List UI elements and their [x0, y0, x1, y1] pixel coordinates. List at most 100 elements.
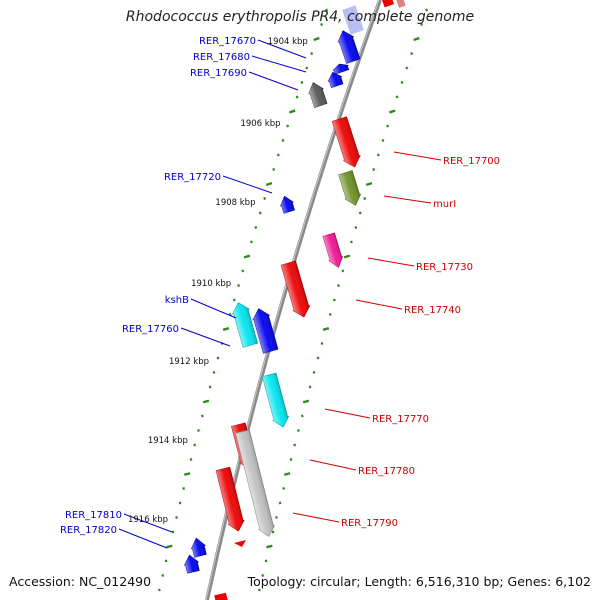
tick-mark — [300, 80, 304, 84]
leader-line — [383, 195, 432, 204]
tick-mark — [400, 80, 404, 84]
leader-line — [393, 151, 442, 161]
tick-mark — [200, 414, 204, 418]
gene-shading — [308, 82, 327, 108]
tick-mark — [410, 51, 414, 55]
tick-mark — [189, 458, 193, 461]
tick-mark — [261, 574, 265, 577]
gene-label-rer_17780: RER_17780 — [358, 466, 415, 477]
leader-line — [180, 327, 231, 347]
tick-mark — [297, 429, 300, 432]
gene-label-rer_17730: RER_17730 — [416, 262, 473, 273]
tick-mark — [363, 196, 367, 200]
tick-mark — [300, 414, 304, 418]
gene-labels: RER_17670 RER_17680 RER_17690 RER_17700 murI… — [60, 36, 500, 536]
tick-mark — [386, 124, 390, 128]
leader-line — [309, 459, 357, 471]
tick-mark — [275, 516, 278, 519]
tick-mark — [308, 385, 312, 389]
tick-mark — [193, 443, 197, 447]
leader-line — [367, 257, 415, 267]
leader-line — [123, 513, 173, 533]
leader-line — [118, 528, 168, 549]
tick-mark — [405, 66, 409, 70]
leader-line — [292, 512, 340, 523]
tick-mark — [271, 530, 275, 534]
tick-mark — [381, 138, 385, 142]
tick-mark — [166, 544, 173, 549]
gene-shading — [333, 64, 349, 75]
leader-line — [257, 39, 307, 59]
tick-mark — [325, 8, 329, 12]
tick-mark — [216, 356, 220, 360]
tick-mark — [310, 51, 314, 55]
tick-mark — [171, 530, 175, 534]
gene-shading — [235, 429, 275, 537]
gene-label-rer_17680: RER_17680 — [193, 52, 250, 63]
gene-shading — [338, 30, 360, 64]
tick-mark — [337, 284, 340, 287]
gene-shading — [338, 170, 361, 206]
leader-line — [251, 55, 307, 73]
gene-shading — [252, 308, 278, 354]
tick-mark — [265, 181, 273, 187]
tick-mark — [305, 66, 309, 70]
partial-gene-top-red — [381, 0, 395, 8]
leader-line — [355, 299, 403, 310]
tick-mark — [272, 167, 276, 171]
gene-label-rer_17820: RER_17820 — [60, 525, 117, 536]
small-gene-arrow — [234, 540, 246, 547]
tick-mark — [332, 298, 336, 302]
tick-mark — [293, 443, 297, 447]
tick-mark — [322, 327, 330, 331]
tick-mark — [313, 36, 320, 42]
gene-shading — [280, 196, 295, 214]
leader-line — [324, 408, 371, 419]
tick-mark — [264, 559, 268, 563]
tick-mark — [295, 95, 299, 99]
gene-shading — [216, 467, 244, 532]
tick-mark — [320, 22, 324, 26]
gene-label-rer_17790: RER_17790 — [341, 518, 398, 529]
tick-mark — [232, 298, 236, 302]
tick-mark — [254, 226, 258, 229]
gene-shading — [328, 72, 343, 88]
kbp-label: 1910 kbp — [191, 279, 231, 289]
tick-mark — [237, 284, 240, 287]
leader-line — [222, 175, 273, 194]
tick-mark — [420, 22, 424, 26]
tick-mark — [183, 472, 191, 476]
gene-label-muri: murI — [433, 199, 456, 210]
tick-mark — [358, 211, 362, 215]
gene-shading — [281, 261, 310, 317]
tick-mark — [316, 356, 320, 360]
tick-mark — [286, 124, 290, 128]
tick-mark — [208, 385, 212, 389]
tick-mark — [372, 167, 376, 171]
tick-mark — [354, 226, 358, 229]
tick-mark — [320, 342, 324, 345]
tick-mark — [283, 472, 291, 476]
tick-mark — [276, 153, 280, 157]
kbp-label: 1912 kbp — [169, 357, 209, 367]
tick-mark — [258, 211, 262, 215]
tick-mark — [328, 313, 332, 316]
partial-gene-top-pink — [396, 0, 406, 8]
tick-mark — [175, 516, 178, 519]
leader-line — [248, 71, 299, 91]
tick-mark — [343, 254, 351, 259]
tick-mark — [341, 269, 345, 273]
kbp-label: 1914 kbp — [148, 436, 188, 446]
tick-mark — [289, 458, 293, 461]
tick-mark — [312, 371, 316, 374]
tick-mark — [212, 371, 216, 374]
tick-mark — [197, 429, 200, 432]
tick-mark — [413, 36, 420, 42]
gene-label-rer_17770: RER_17770 — [372, 414, 429, 425]
tick-mark — [289, 109, 296, 114]
accession-text: Accession: NC_012490 — [9, 574, 152, 589]
tick-mark — [266, 544, 273, 549]
tick-mark — [389, 109, 396, 114]
tick-mark — [278, 501, 282, 505]
label-leader-lines — [118, 39, 442, 549]
